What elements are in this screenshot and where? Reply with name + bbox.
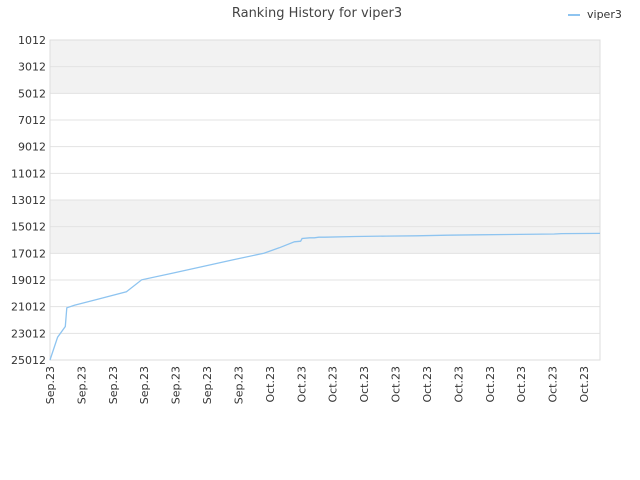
y-tick-label: 13012 — [11, 194, 46, 207]
plot-band — [50, 146, 600, 174]
x-tick-label: Oct.23 — [452, 366, 465, 403]
plot-band — [50, 280, 600, 307]
x-axis-ticks: Sep.23 Sep.23 Sep.23 Sep.23 Sep.23 Sep.23 Sep.… — [44, 366, 591, 404]
legend[interactable]: viper3 — [568, 8, 622, 21]
y-tick-label: 23012 — [11, 327, 46, 340]
x-tick-label: Oct.23 — [295, 366, 308, 403]
x-tick-label: Sep.23 — [201, 366, 214, 404]
x-tick-label: Oct.23 — [421, 366, 434, 403]
y-tick-label: 1012 — [18, 34, 46, 47]
x-tick-label: Sep.23 — [75, 366, 88, 404]
x-tick-label: Oct.23 — [547, 366, 560, 403]
y-tick-label: 5012 — [18, 87, 46, 100]
plot-band — [50, 200, 600, 227]
x-tick-label: Sep.23 — [232, 366, 245, 404]
plot-band — [50, 173, 600, 200]
y-tick-label: 17012 — [11, 247, 46, 260]
x-tick-label: Oct.23 — [358, 366, 371, 403]
y-tick-label: 9012 — [18, 141, 46, 154]
plot-band — [50, 93, 600, 120]
x-tick-label: Oct.23 — [390, 366, 403, 403]
x-tick-label: Oct.23 — [327, 366, 340, 403]
y-tick-label: 15012 — [11, 221, 46, 234]
plot-band — [50, 306, 600, 334]
x-tick-label: Sep.23 — [44, 366, 57, 404]
x-tick-label: Sep.23 — [138, 366, 151, 404]
y-tick-label: 3012 — [18, 61, 46, 74]
x-tick-label: Oct.23 — [515, 366, 528, 403]
plot-band — [50, 40, 600, 67]
series-line-viper3[interactable] — [49, 232, 601, 361]
y-tick-label: 11012 — [11, 167, 46, 180]
plot-frame — [49, 39, 601, 361]
legend-label-viper3: viper3 — [587, 8, 622, 21]
x-tick-label: Oct.23 — [578, 366, 591, 403]
plot-band — [50, 120, 600, 147]
y-tick-label: 7012 — [18, 114, 46, 127]
chart-title: Ranking History for viper3 — [232, 6, 402, 21]
series-layer — [49, 232, 601, 361]
plot-band — [50, 226, 600, 254]
x-tick-label: Sep.23 — [170, 366, 183, 404]
plot-band — [50, 333, 600, 360]
x-tick-label: Sep.23 — [107, 366, 120, 404]
x-tick-label: Oct.23 — [264, 366, 277, 403]
y-tick-label: 21012 — [11, 301, 46, 314]
plot-bands — [50, 40, 600, 360]
y-axis-ticks: 1012 3012 5012 7012 9012 11012 13012 15012 17012… — [11, 34, 46, 367]
y-tick-label: 25012 — [11, 354, 46, 367]
y-tick-label: 19012 — [11, 274, 46, 287]
x-tick-label: Oct.23 — [484, 366, 497, 403]
plot-band — [50, 66, 600, 94]
plot-band — [50, 253, 600, 280]
